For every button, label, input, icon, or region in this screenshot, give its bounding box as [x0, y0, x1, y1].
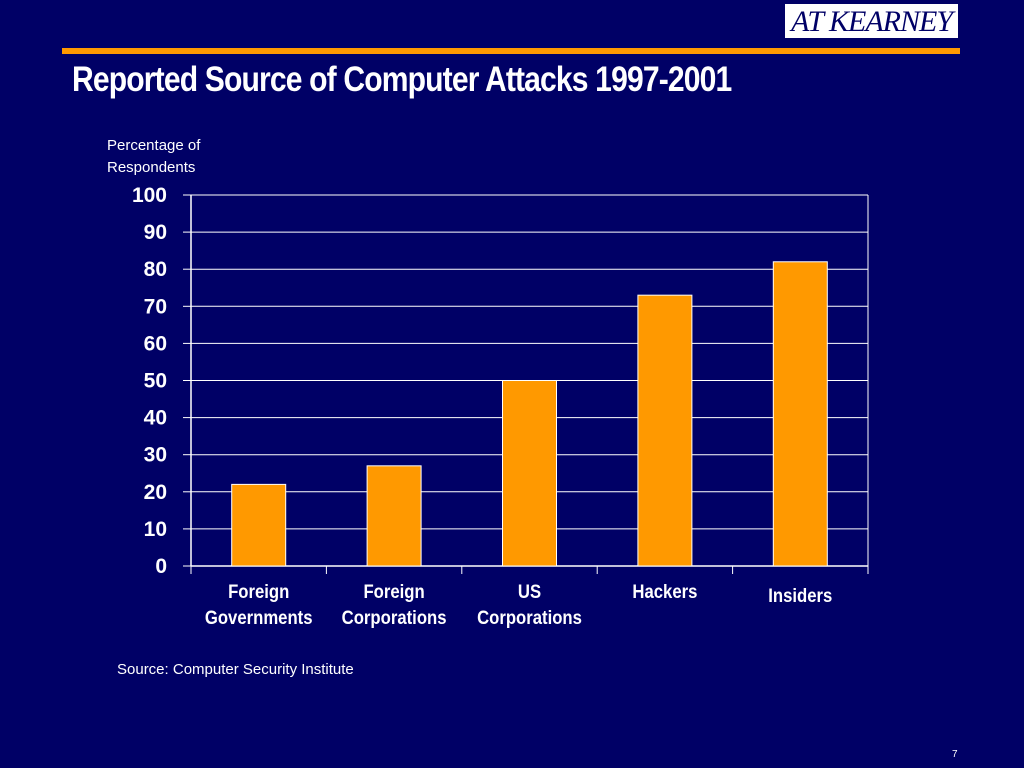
bar [231, 483, 287, 567]
bar [637, 294, 693, 567]
x-tick-label: Insiders [768, 585, 832, 606]
header-rule [62, 48, 960, 54]
x-tick-label: Corporations [477, 607, 582, 628]
bar [366, 465, 422, 567]
y-tick-label: 70 [144, 295, 167, 318]
y-tick-label: 10 [144, 518, 167, 541]
y-tick-label: 30 [144, 444, 167, 467]
y-tick-label: 100 [132, 184, 167, 207]
y-tick-label: 50 [144, 370, 167, 393]
x-tick-label: Hackers [632, 581, 697, 602]
x-tick-label: Foreign [228, 581, 289, 602]
bar [502, 380, 557, 567]
x-tick-label: US [518, 581, 541, 602]
bar [772, 261, 828, 567]
page-number: 7 [952, 749, 958, 760]
x-tick-label: Corporations [342, 607, 447, 628]
y-tick-label: 60 [144, 332, 167, 355]
y-tick-label: 80 [144, 258, 167, 281]
y-tick-label: 90 [144, 221, 167, 244]
y-tick-label: 20 [144, 481, 167, 504]
x-tick-label: Governments [205, 607, 313, 628]
company-logo: AT KEARNEY [785, 4, 958, 38]
y-tick-label: 40 [144, 407, 167, 430]
y-tick-label: 0 [155, 555, 167, 578]
y-axis-label: Percentage of Respondents [107, 137, 201, 176]
x-tick-label: Foreign [363, 581, 424, 602]
source-note: Source: Computer Security Institute [117, 661, 354, 678]
page-title: Reported Source of Computer Attacks 1997… [72, 60, 732, 99]
